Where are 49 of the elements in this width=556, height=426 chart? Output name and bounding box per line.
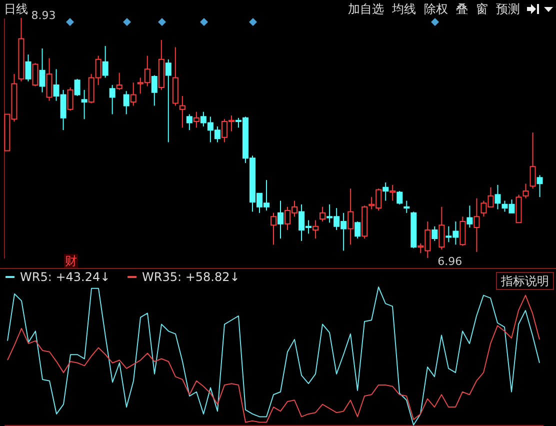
legend-label: WR35: +58.82↓ (142, 270, 240, 284)
candlestick (404, 200, 410, 214)
annotation: 指标说明 (496, 272, 554, 290)
candlestick (193, 111, 200, 128)
annotation: 6.96 (438, 255, 462, 268)
candlestick (81, 89, 88, 120)
candlestick (460, 216, 466, 246)
candlestick (312, 220, 319, 240)
candlestick (270, 212, 276, 246)
candlestick (179, 95, 186, 128)
candlestick (390, 184, 396, 202)
text: 叠 (456, 2, 468, 16)
candlestick (382, 182, 389, 202)
text: 加自选 (348, 2, 384, 16)
candlestick (25, 54, 32, 82)
candlestick (102, 46, 108, 78)
chart-title: 日线 (4, 2, 28, 16)
candlestick (466, 205, 473, 228)
candlestick (536, 174, 543, 198)
candlestick (130, 82, 136, 106)
candlestick (494, 184, 501, 210)
text: 均线 (392, 2, 416, 16)
candlestick (348, 188, 354, 246)
text: 预测 (496, 2, 520, 16)
candlestick (530, 132, 536, 190)
candlestick (474, 198, 480, 252)
candlestick (396, 190, 403, 205)
legend-label: WR5: +43.24↓ (20, 270, 110, 284)
candlestick (165, 58, 172, 143)
candlestick (438, 206, 445, 250)
candlestick (522, 183, 529, 199)
candlestick (74, 78, 80, 96)
candlestick (116, 72, 122, 90)
candlestick (67, 86, 74, 112)
candlestick (32, 62, 38, 87)
annotation: 财 (64, 254, 78, 268)
candlestick (278, 200, 284, 240)
candlestick (46, 58, 52, 102)
candlestick (432, 226, 438, 242)
candlestick (151, 74, 158, 106)
candlestick (39, 48, 46, 93)
candlestick (109, 84, 116, 115)
text: 窗 (476, 2, 488, 16)
candlestick (186, 114, 192, 131)
annotation: 8.93 (31, 9, 56, 22)
text: 除权 (424, 2, 448, 16)
candlestick (354, 220, 361, 240)
candlestick (320, 206, 326, 222)
candlestick (123, 90, 130, 115)
